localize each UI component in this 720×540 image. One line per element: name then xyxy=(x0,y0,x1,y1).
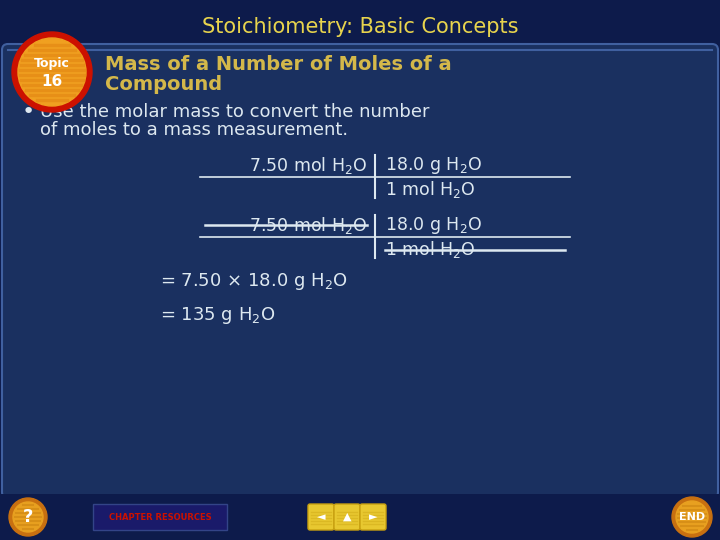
Circle shape xyxy=(676,501,708,533)
Text: = 135 g H$_2$O: = 135 g H$_2$O xyxy=(160,305,275,326)
Text: ▲: ▲ xyxy=(343,512,351,522)
Text: 18.0 g H$_2$O: 18.0 g H$_2$O xyxy=(385,214,482,235)
Text: ►: ► xyxy=(369,512,377,522)
Text: •: • xyxy=(22,102,35,122)
Text: Stoichiometry: Basic Concepts: Stoichiometry: Basic Concepts xyxy=(202,17,518,37)
Text: 1 mol H$_2$O: 1 mol H$_2$O xyxy=(385,240,476,260)
Text: Compound: Compound xyxy=(105,75,222,93)
Circle shape xyxy=(18,38,86,106)
Circle shape xyxy=(672,497,712,537)
Text: Use the molar mass to convert the number: Use the molar mass to convert the number xyxy=(40,103,430,121)
FancyBboxPatch shape xyxy=(93,504,227,530)
Text: CHAPTER RESOURCES: CHAPTER RESOURCES xyxy=(109,512,211,522)
Text: ?: ? xyxy=(23,508,33,526)
FancyBboxPatch shape xyxy=(308,504,334,530)
Text: = 7.50 $\times$ 18.0 g H$_2$O: = 7.50 $\times$ 18.0 g H$_2$O xyxy=(160,272,348,293)
Text: 7.50 mol H$_2$O: 7.50 mol H$_2$O xyxy=(248,214,367,235)
Circle shape xyxy=(12,32,92,112)
Text: END: END xyxy=(679,512,705,522)
Circle shape xyxy=(13,502,43,532)
Text: Mass of a Number of Moles of a: Mass of a Number of Moles of a xyxy=(105,55,451,73)
FancyBboxPatch shape xyxy=(0,0,720,50)
Text: 7.50 mol H$_2$O: 7.50 mol H$_2$O xyxy=(248,154,367,176)
FancyBboxPatch shape xyxy=(0,494,720,540)
FancyBboxPatch shape xyxy=(2,44,718,498)
Text: 18.0 g H$_2$O: 18.0 g H$_2$O xyxy=(385,154,482,176)
Circle shape xyxy=(9,498,47,536)
Text: ◄: ◄ xyxy=(317,512,325,522)
Text: of moles to a mass measurement.: of moles to a mass measurement. xyxy=(40,121,348,139)
FancyBboxPatch shape xyxy=(360,504,386,530)
Text: Topic: Topic xyxy=(34,57,70,71)
FancyBboxPatch shape xyxy=(334,504,360,530)
Text: 16: 16 xyxy=(41,73,63,89)
Text: 1 mol H$_2$O: 1 mol H$_2$O xyxy=(385,179,476,200)
